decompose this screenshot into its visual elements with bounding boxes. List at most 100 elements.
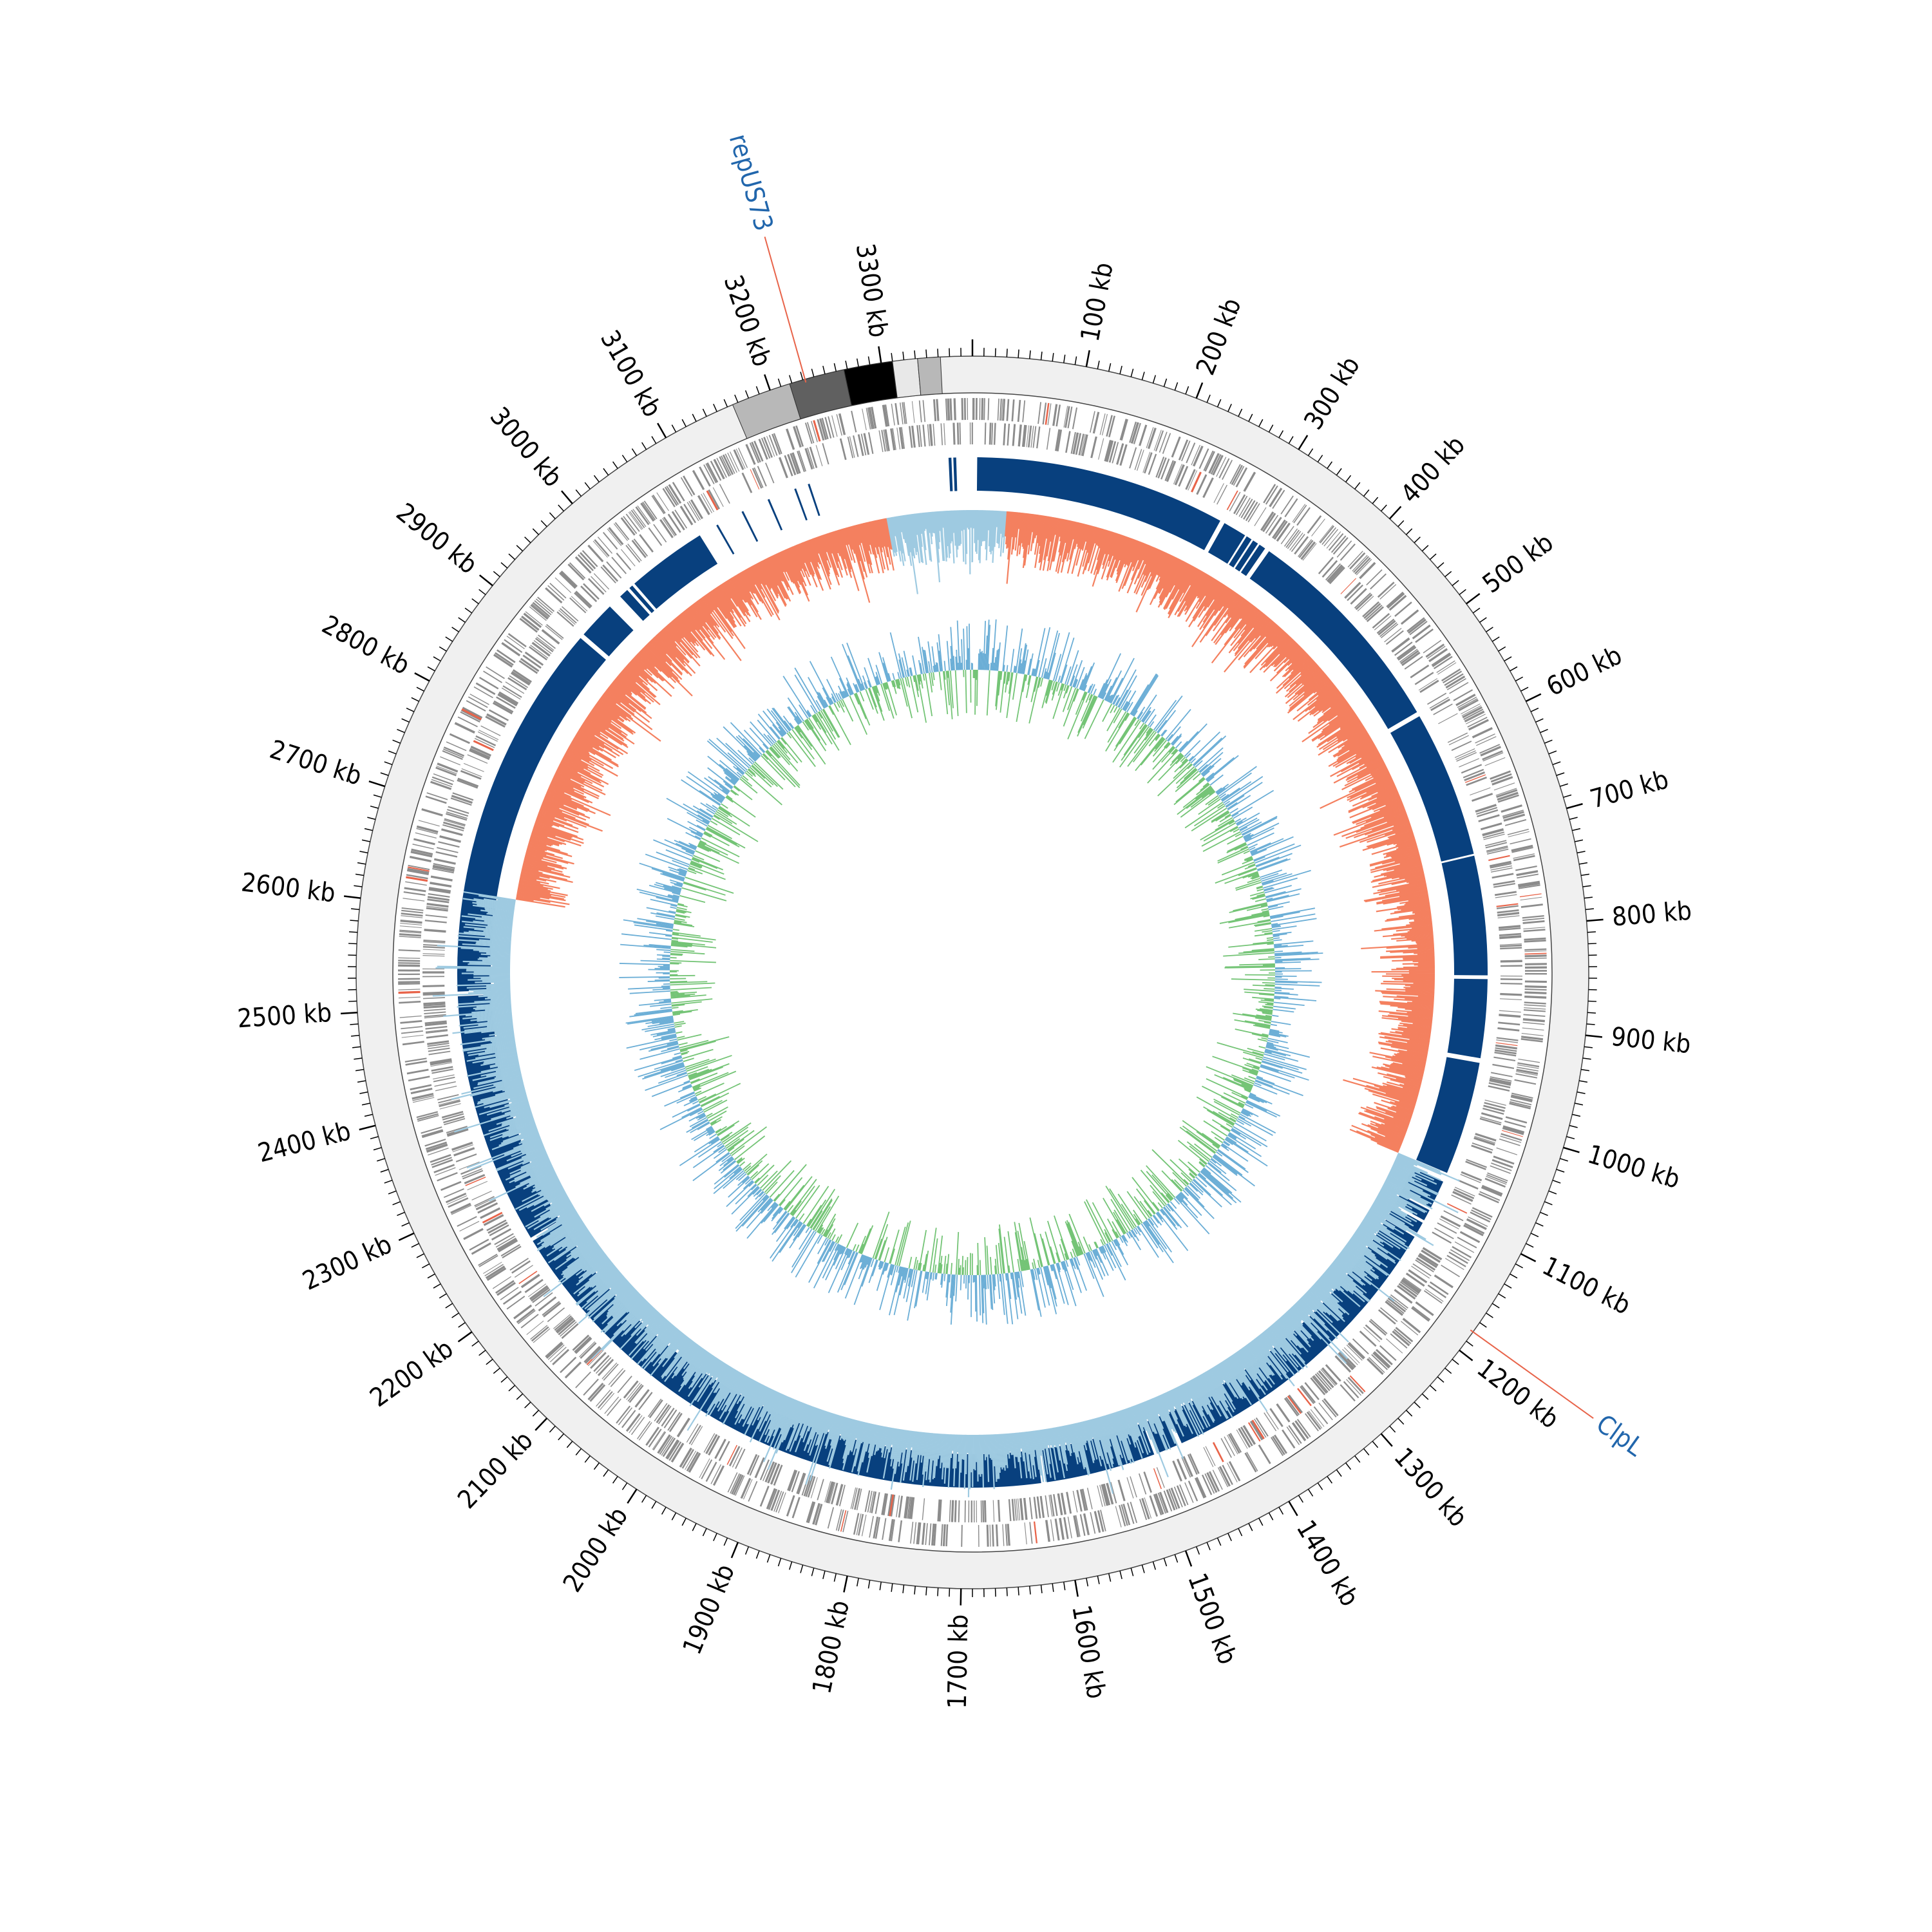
- gc-skew-bar: [1169, 562, 1186, 593]
- cds-feature: [1272, 489, 1285, 509]
- gc-skew-bar: [1160, 560, 1184, 605]
- gc-skew-bar: [1241, 604, 1253, 620]
- cds-feature: [1455, 750, 1476, 761]
- gc-content-bar: [1202, 765, 1215, 777]
- gc-content-bar: [1249, 1094, 1267, 1104]
- gc-skew-bar: [882, 518, 895, 571]
- gc-skew-bar: [573, 737, 612, 761]
- gc-skew-bar: [1008, 1433, 1011, 1452]
- gc-skew-bar: [1340, 1251, 1377, 1280]
- gc-skew-bar: [487, 995, 511, 998]
- cds-feature: [1490, 1072, 1513, 1077]
- gc-skew-bar: [569, 746, 604, 767]
- gc-skew-bar: [1159, 558, 1180, 599]
- gc-skew-bar: [469, 1141, 543, 1171]
- gc-content-bar: [1258, 1019, 1271, 1023]
- gc-skew-bar: [884, 1426, 890, 1446]
- cds-feature: [1157, 1492, 1166, 1514]
- gc-skew-bar: [463, 931, 512, 937]
- gc-skew-bar: [477, 1014, 513, 1019]
- gc-skew-bar: [1258, 1334, 1289, 1372]
- cds-feature: [1499, 933, 1521, 936]
- gc-skew-bar: [806, 540, 819, 567]
- cds-feature: [629, 1415, 643, 1434]
- cds-feature: [1208, 453, 1220, 474]
- gc-skew-bar: [545, 794, 578, 809]
- cds-feature: [437, 762, 459, 773]
- cds-feature: [980, 1500, 982, 1522]
- gc-skew-bar: [1265, 636, 1291, 663]
- cds-feature: [1311, 518, 1325, 536]
- gc-content-bar: [1115, 716, 1135, 747]
- cds-feature: [759, 1486, 770, 1507]
- gc-content-bar: [1059, 637, 1075, 683]
- cds-feature: [751, 441, 761, 463]
- minor-tick: [1317, 455, 1323, 462]
- gc-skew-bar: [525, 855, 542, 861]
- gc-content-bar: [974, 670, 976, 715]
- gc-content-bar: [1152, 745, 1174, 770]
- gc-skew-bar: [1208, 1369, 1235, 1413]
- gc-skew-bar: [560, 761, 602, 784]
- gc-skew-bar: [727, 580, 751, 617]
- gc-skew-bar: [1276, 647, 1303, 674]
- gc-skew-bar: [1349, 781, 1394, 802]
- cds-feature: [1291, 534, 1305, 553]
- gc-content-bar: [1135, 736, 1163, 772]
- gc-skew-bar: [1242, 1347, 1273, 1388]
- cds-feature: [1340, 543, 1356, 561]
- gc-skew-bar: [607, 687, 637, 711]
- minor-tick: [1466, 1340, 1473, 1347]
- gc-skew-bar: [1337, 741, 1374, 763]
- cds-feature: [430, 1154, 451, 1163]
- gc-skew-bar: [1371, 785, 1396, 797]
- minor-tick: [397, 728, 405, 734]
- cds-feature: [1411, 1307, 1430, 1322]
- gc-skew-bar: [1056, 1426, 1061, 1445]
- gc-skew-bar: [1255, 1338, 1288, 1379]
- cds-feature: [1318, 556, 1334, 574]
- gc-skew-bar: [1002, 511, 1007, 553]
- gc-skew-bar: [1316, 1281, 1340, 1303]
- cds-feature: [424, 1020, 447, 1025]
- gc-content-bar: [1266, 897, 1273, 901]
- gc-content-bar: [1177, 1140, 1208, 1164]
- cds-feature: [1418, 678, 1438, 691]
- minor-tick: [1389, 1425, 1396, 1433]
- cds-feature: [1398, 1283, 1417, 1298]
- gc-content-bar: [1073, 688, 1079, 702]
- minor-tick: [384, 761, 393, 766]
- minor-tick: [1504, 1283, 1512, 1289]
- minor-tick: [811, 368, 815, 377]
- gc-skew-bar: [1377, 1132, 1403, 1143]
- gc-skew-bar: [485, 909, 515, 914]
- gc-content-bar: [1235, 1028, 1269, 1037]
- gc-skew-bar: [621, 1305, 652, 1337]
- gc-skew-bar: [996, 511, 999, 527]
- cds-feature: [902, 402, 906, 424]
- cds-feature: [667, 1412, 681, 1431]
- gc-content-bar: [1244, 837, 1252, 842]
- cds-feature: [430, 781, 452, 790]
- cds-feature: [422, 946, 445, 949]
- gc-content-bar: [1175, 766, 1195, 784]
- cds-feature: [1401, 1321, 1419, 1336]
- gc-content-bar: [1260, 873, 1279, 880]
- minor-tick: [1577, 851, 1586, 854]
- gc-skew-bar: [630, 1309, 657, 1336]
- gc-skew-bar: [1055, 519, 1068, 573]
- cds-feature: [1178, 466, 1189, 487]
- cds-feature: [835, 1509, 842, 1531]
- gc-skew-bar: [1115, 538, 1133, 583]
- cds-feature: [498, 1239, 518, 1253]
- gc-skew-bar: [1043, 1429, 1051, 1464]
- gc-skew-bar: [1318, 717, 1359, 746]
- minor-tick: [1540, 728, 1548, 734]
- gc-content-bar: [1223, 1141, 1231, 1146]
- gc-skew-bar: [1142, 545, 1150, 561]
- cds-feature: [1434, 1227, 1454, 1240]
- cds-feature: [474, 1196, 495, 1207]
- gc-content-bar: [1100, 683, 1108, 699]
- gc-skew-bar: [1018, 512, 1021, 529]
- cds-feature: [529, 606, 547, 621]
